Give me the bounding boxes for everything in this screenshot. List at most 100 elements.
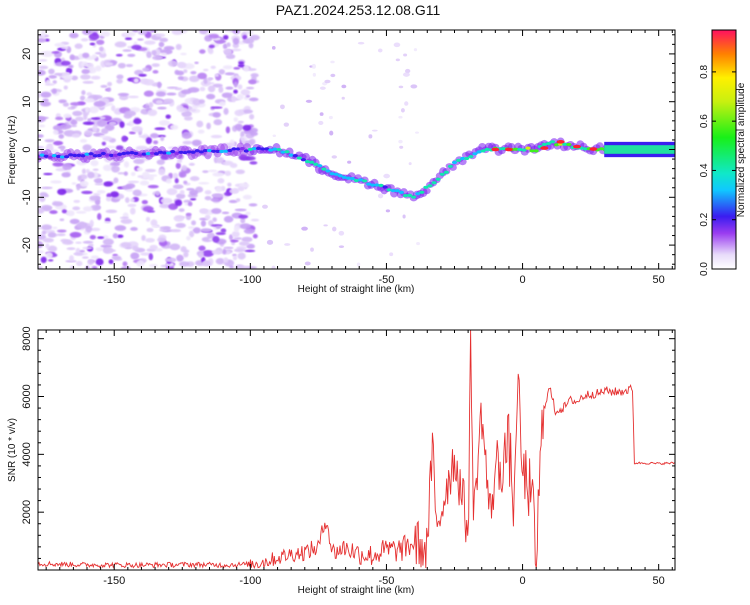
spectrogram-ridge-core [68, 153, 74, 157]
spectrogram-ridge-core [313, 162, 319, 166]
spectrogram-noise-blob [208, 44, 215, 49]
spectrogram-ridge-core [161, 151, 168, 155]
spectrogram-noise-blob [155, 33, 166, 37]
spectrogram-noise-blob [404, 101, 409, 106]
spectrogram-noise-blob [405, 68, 411, 74]
spectrogram-noise-blob [45, 243, 50, 249]
spectrogram-noise-blob [63, 113, 72, 119]
spectrogram-noise-blob [172, 184, 184, 190]
spectrogram-noise-blob [182, 140, 193, 145]
spectrogram-ridge-core [174, 151, 180, 155]
spectrogram-noise-blob [90, 255, 99, 260]
spectrogram-noise-blob [130, 198, 135, 203]
spectrogram-noise-blob [151, 50, 157, 56]
spectrogram-noise-blob [127, 203, 137, 208]
spectrogram-ridge-core [562, 142, 568, 146]
spectrogram-noise-blob [148, 102, 154, 108]
spectrogram-hot-spot [556, 140, 565, 144]
spectrogram-noise-blob [111, 255, 122, 260]
spectrogram-noise-blob [385, 209, 391, 213]
spectrogram-noise-blob [163, 46, 175, 51]
spectrogram-noise-blob [215, 232, 226, 236]
spectrogram-noise-blob [93, 192, 101, 196]
spectrogram-noise-blob [116, 78, 123, 84]
spectrogram-noise-blob [167, 60, 178, 67]
spectrogram-noise-blob [180, 89, 192, 95]
spectrogram-noise-blob [175, 193, 186, 199]
spectrogram-noise-blob [233, 89, 238, 94]
spectrogram-noise-blob [198, 252, 204, 258]
spectrogram-noise-blob [368, 134, 373, 139]
spectrogram-noise-blob [212, 83, 223, 88]
spectrogram-noise-blob [231, 230, 240, 238]
spectrogram-noise-blob [180, 52, 187, 56]
spectrogram-ridge-core [292, 154, 298, 158]
spectrogram-noise-blob [42, 237, 54, 243]
spectrogram-noise-blob [204, 214, 211, 220]
spectrogram-noise-blob [175, 43, 182, 51]
spectrogram-noise-blob [217, 178, 225, 184]
spectrogram-noise-blob [186, 187, 195, 191]
spectrogram-noise-blob [239, 223, 251, 230]
spectrogram-ridge-core [145, 152, 151, 156]
spectrogram-noise-blob [233, 66, 241, 70]
spectrogram-ridge-core [108, 153, 115, 157]
spectrogram-noise-blob [224, 170, 232, 177]
spectrogram-noise-blob [138, 135, 150, 138]
spectrogram-noise-blob [159, 203, 171, 209]
spectrogram-noise-blob [191, 139, 202, 147]
spectrogram-ridge-core [235, 147, 241, 151]
snr-y-tick-label: 2000 [21, 500, 33, 524]
spectrogram-noise-blob [410, 84, 418, 89]
spectrogram-noise-blob [238, 214, 249, 219]
spectrogram-ridge-core [276, 147, 282, 152]
spectrogram-noise-blob [101, 128, 109, 135]
spectrogram-noise-blob [133, 158, 145, 165]
spectrogram-noise-blob [40, 256, 47, 264]
spectrogram-noise-blob [240, 89, 251, 96]
spectrogram-ridge-core [247, 147, 253, 152]
spectrogram-noise-blob [61, 172, 71, 178]
spectrogram-ridge-core [117, 152, 123, 156]
spectrogram-x-tick-label: -100 [239, 274, 261, 286]
snr-x-tick-label: -100 [239, 575, 261, 587]
spectrogram-noise-blob [127, 45, 133, 49]
spectrogram-noise-blob [40, 204, 53, 211]
spectrogram-noise-blob [68, 255, 74, 262]
spectrogram-noise-blob [183, 116, 193, 121]
spectrogram-ridge-core [59, 155, 66, 159]
spectrogram-noise-blob [145, 237, 155, 243]
spectrogram-noise-blob [194, 61, 199, 65]
spectrogram-noise-blob [89, 219, 94, 227]
spectrogram-noise-blob [347, 160, 352, 164]
spectrogram-noise-blob [338, 245, 345, 248]
spectrogram-noise-blob [175, 162, 181, 169]
spectrogram-noise-blob [169, 229, 182, 233]
spectrogram-noise-blob [165, 178, 172, 184]
spectrogram-noise-blob [127, 53, 136, 57]
spectrogram-noise-blob [82, 206, 93, 212]
spectrogram-noise-blob [416, 242, 420, 246]
spectrogram-noise-blob [237, 63, 245, 68]
spectrogram-ridge-core [341, 175, 347, 179]
spectrogram-noise-blob [198, 181, 210, 185]
spectrogram-noise-blob [38, 145, 45, 149]
spectrogram-noise-blob [199, 86, 206, 92]
spectrogram-ridge-core [219, 149, 225, 154]
spectrogram-ridge-core [545, 141, 552, 146]
spectrogram-noise-blob [72, 206, 81, 211]
spectrogram-ridge-core [272, 147, 278, 151]
spectrogram-noise-blob [319, 86, 326, 90]
spectrogram-noise-blob [331, 155, 337, 159]
spectrogram-ridge-core [423, 185, 429, 189]
spectrogram-noise-blob [169, 124, 179, 130]
colorbar-ticks: 0.0 0.2 0.4 0.6 0.8 [699, 64, 736, 276]
spectrogram-noise-blob [61, 209, 68, 214]
spectrogram-x-tick-label: 0 [519, 274, 525, 286]
spectrogram-noise-blob [165, 114, 171, 119]
snr-plot-area [38, 330, 675, 570]
spectrogram-noise-blob [324, 79, 331, 84]
spectrogram-noise-blob [192, 98, 202, 106]
spectrogram-noise-blob [200, 219, 207, 227]
